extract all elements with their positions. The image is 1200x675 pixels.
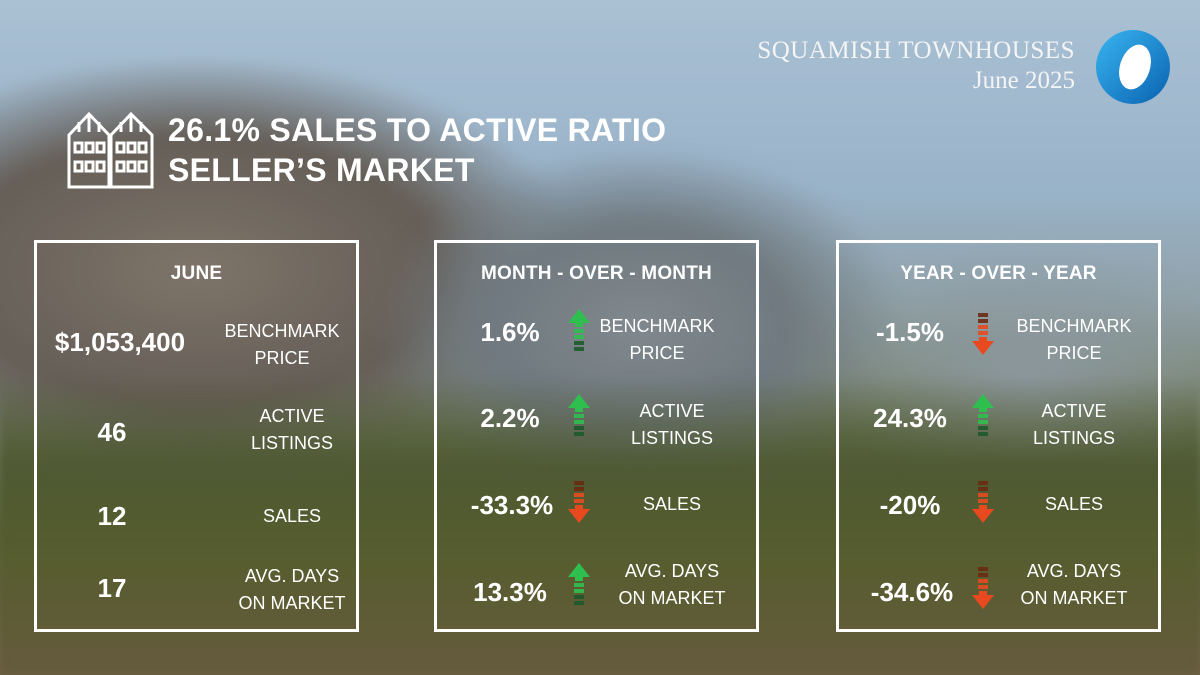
ring-logo-icon <box>1096 30 1170 104</box>
mom-benchmark-value: 1.6% <box>480 317 540 347</box>
sales-value: 12 <box>97 501 127 531</box>
yoy-listings-label: ACTIVE LISTINGS <box>1032 401 1116 448</box>
benchmark-price-label: BENCHMARK PRICE <box>224 321 340 368</box>
arrow-down-icon <box>972 567 994 609</box>
panel-month-over-month: MONTH - OVER - MONTH 1.6% BENCHMARK PRICE… <box>434 240 759 632</box>
arrow-up-icon <box>972 394 994 436</box>
arrow-down-icon <box>972 313 994 355</box>
yoy-days-label: AVG. DAYS ON MARKET <box>1020 561 1128 608</box>
mom-days-value: 13.3% <box>473 577 547 607</box>
mom-listings-value: 2.2% <box>480 403 540 433</box>
headline: 26.1% SALES TO ACTIVE RATIO SELLER’S MAR… <box>66 110 666 190</box>
brand-block: SQUAMISH TOWNHOUSES June 2025 <box>757 36 1075 96</box>
arrow-up-icon <box>568 394 590 436</box>
mom-sales-label: SALES <box>642 494 702 514</box>
headline-ratio: 26.1% SALES TO ACTIVE RATIO <box>168 112 667 148</box>
yoy-benchmark-label: BENCHMARK PRICE <box>1016 316 1132 363</box>
arrow-up-icon <box>568 309 590 351</box>
mom-days-label: AVG. DAYS ON MARKET <box>618 561 726 608</box>
days-on-market-value: 17 <box>97 573 127 603</box>
townhouse-icon <box>67 111 154 189</box>
days-on-market-label: AVG. DAYS ON MARKET <box>238 566 346 613</box>
headline-market: SELLER’S MARKET <box>168 152 475 188</box>
yoy-listings-value: 24.3% <box>873 403 947 433</box>
yoy-benchmark-value: -1.5% <box>876 317 944 347</box>
arrow-up-icon <box>568 563 590 605</box>
sales-label: SALES <box>262 506 322 526</box>
panel-title: YEAR - OVER - YEAR <box>900 263 1097 284</box>
benchmark-price-value: $1,053,400 <box>54 327 186 357</box>
panel-title: JUNE <box>170 263 223 284</box>
brand-title: SQUAMISH TOWNHOUSES <box>757 37 1075 64</box>
panel-june: JUNE $1,053,400 BENCHMARK PRICE 46 ACTIVE… <box>34 240 359 632</box>
yoy-days-value: -34.6% <box>870 577 954 607</box>
mom-sales-value: -33.3% <box>470 490 554 520</box>
active-listings-label: ACTIVE LISTINGS <box>250 406 334 453</box>
arrow-down-icon <box>972 481 994 523</box>
panel-year-over-year: YEAR - OVER - YEAR -1.5% BENCHMARK PRICE … <box>836 240 1161 632</box>
mom-benchmark-label: BENCHMARK PRICE <box>599 316 715 363</box>
panel-title: MONTH - OVER - MONTH <box>481 263 712 284</box>
arrow-down-icon <box>568 481 590 523</box>
yoy-sales-value: -20% <box>879 490 941 520</box>
mom-listings-label: ACTIVE LISTINGS <box>630 401 714 448</box>
brand-subtitle: June 2025 <box>972 67 1075 94</box>
active-listings-value: 46 <box>97 417 127 447</box>
yoy-sales-label: SALES <box>1044 494 1104 514</box>
